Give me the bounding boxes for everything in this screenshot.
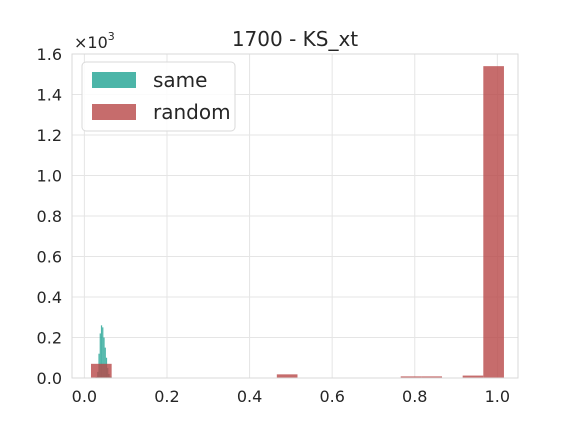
bar-random	[421, 376, 443, 378]
bar-random	[400, 376, 422, 378]
x-tick-label: 1.0	[485, 387, 510, 406]
bar-same	[102, 327, 104, 378]
bar-same	[100, 325, 103, 378]
legend-label-same: same	[153, 68, 207, 92]
x-tick-label: 0.8	[402, 387, 427, 406]
bar-random	[483, 66, 504, 379]
y-tick-label: 0.8	[37, 207, 62, 226]
y-multiplier-exponent: 3	[108, 30, 115, 43]
y-tick-label: 1.6	[37, 45, 62, 64]
legend-swatch-random	[92, 104, 136, 120]
y-tick-label: 0.4	[37, 288, 62, 307]
bar-random	[276, 374, 298, 378]
bars	[90, 66, 504, 379]
x-tick-label: 0.4	[237, 387, 262, 406]
y-tick-label: 0.6	[37, 248, 62, 267]
y-tick-label: 1.4	[37, 86, 62, 105]
legend-label-random: random	[153, 100, 231, 124]
bar-random	[90, 363, 112, 378]
bar-same	[104, 347, 106, 378]
y-multiplier-base: ×10	[74, 33, 108, 52]
y-tick-label: 1.0	[37, 167, 62, 186]
x-tick-label: 0.0	[72, 387, 97, 406]
y-tick-label: 1.2	[37, 126, 62, 145]
chart-title: 1700 - KS_xt	[232, 27, 358, 51]
y-tick-label: 0.0	[37, 369, 62, 388]
y-multiplier: ×103	[74, 30, 115, 52]
y-multiplier-label: ×103	[74, 30, 115, 52]
x-tick-label: 0.6	[319, 387, 344, 406]
legend: same random	[81, 61, 236, 132]
legend-swatch-same	[92, 72, 136, 88]
x-tick-label: 0.2	[154, 387, 179, 406]
plot-frame	[71, 53, 519, 379]
bar-same	[103, 337, 105, 378]
axes: 0.0 0.2 0.4 0.6 0.8 1.0 0.0 0.2 0.4 0.6 0.8 1.0 1.2 1…	[37, 45, 519, 406]
bar-random	[462, 375, 484, 378]
bar-same	[99, 333, 101, 378]
y-tick-label: 0.2	[37, 329, 62, 348]
